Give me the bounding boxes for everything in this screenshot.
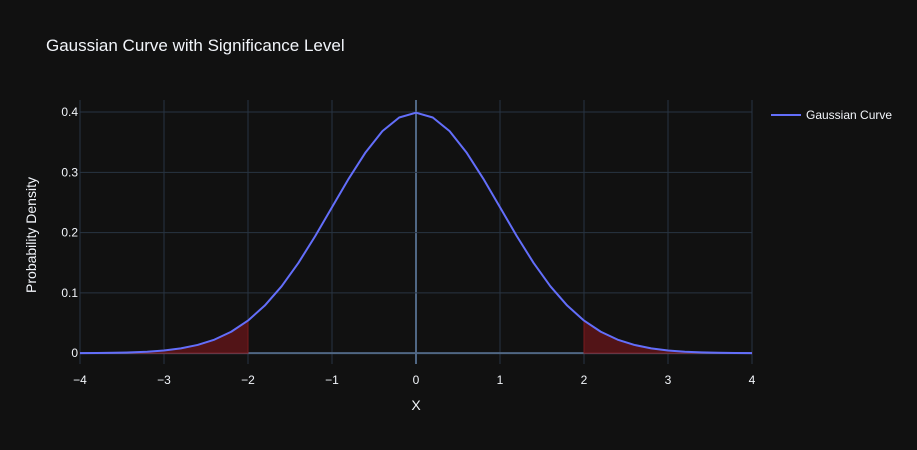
y-tick-label: 0 [71, 346, 78, 360]
gaussian-curve-line[interactable] [79, 111, 753, 355]
y-tick-label: 0.3 [61, 165, 78, 179]
y-tick-label: 0.2 [61, 226, 78, 240]
grid [79, 100, 753, 364]
x-tick-label: −3 [157, 373, 171, 387]
x-tick-label: 1 [497, 373, 504, 387]
legend[interactable]: Gaussian Curve [771, 108, 892, 122]
axis-ticks: −4 −3 −2 −1 0 1 2 3 4 0 0.1 0.2 0.3 0.4 [61, 105, 755, 387]
x-axis-title: X [411, 397, 421, 413]
x-tick-label: 4 [749, 373, 756, 387]
x-tick-label: −1 [325, 373, 339, 387]
plot-area[interactable] [79, 111, 753, 355]
chart-title: Gaussian Curve with Significance Level [46, 36, 345, 55]
y-tick-label: 0.4 [61, 105, 78, 119]
x-tick-label: 2 [581, 373, 588, 387]
y-tick-label: 0.1 [61, 286, 78, 300]
x-tick-label: −4 [73, 373, 87, 387]
y-axis-title: Probability Density [23, 177, 39, 293]
x-tick-label: 0 [413, 373, 420, 387]
legend-item-gaussian-curve[interactable]: Gaussian Curve [806, 108, 892, 122]
x-tick-label: −2 [241, 373, 255, 387]
x-tick-label: 3 [665, 373, 672, 387]
